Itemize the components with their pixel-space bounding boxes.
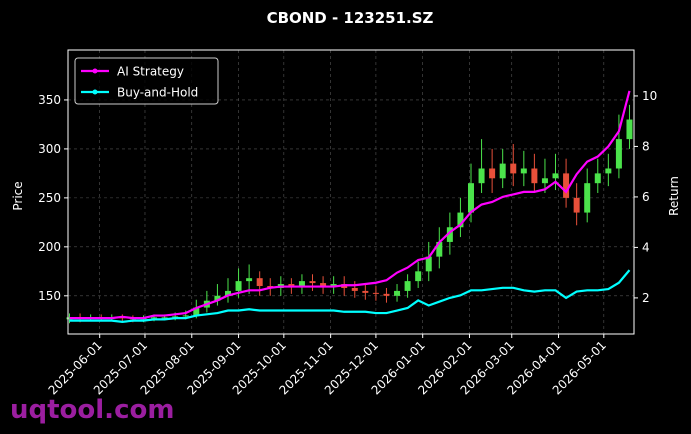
candle-body [288,284,295,287]
candle-body [351,287,358,291]
candle-body [415,271,422,282]
y2-tick-label: 10 [642,89,657,103]
candle-body [362,290,369,293]
plot-frame [67,49,635,335]
chart-title: CBOND - 123251.SZ [267,9,434,27]
candle-body [172,316,179,318]
candle-body [193,307,200,316]
candle-body [594,173,601,184]
candle-body [489,168,496,179]
candle-body [573,197,580,213]
y2-tick-label: 6 [642,190,650,204]
candle-body [615,139,622,169]
legend-marker [92,68,98,74]
candle-body [605,168,612,174]
candle-body [394,290,401,296]
candle-body [235,281,242,291]
legend-label: AI Strategy [117,65,184,79]
candle-body [531,168,538,184]
candle-body [298,281,305,287]
candle-body [256,278,263,287]
candle-body [372,292,379,294]
y-tick-label: 300 [38,142,61,156]
candle-body [510,163,517,174]
watermark: uqtool.com [10,395,174,425]
y-tick-label: 200 [38,240,61,254]
candle-body [425,256,432,272]
line-series [69,269,631,323]
candle-body [404,281,411,291]
candle-body [626,119,633,140]
candle-body [457,212,464,228]
y-axis-label: Price [11,181,25,210]
y2-tick-label: 4 [642,240,650,254]
candle-body [478,168,485,184]
candle-body [584,183,591,213]
candle-body [309,281,316,284]
legend-box [74,57,219,105]
candle-body [182,315,189,317]
candle-body [446,227,453,242]
y-tick-label: 250 [38,191,61,205]
legend-label: Buy-and-Hold [117,86,198,100]
candle-body [563,173,570,198]
candle-body [499,163,506,179]
candle-body [330,284,337,287]
y-tick-label: 150 [38,289,61,303]
candle-body [246,278,253,282]
candle-body [161,317,168,319]
candle-body [151,317,158,319]
candle-body [224,290,231,296]
y2-tick-label: 8 [642,139,650,153]
y2-tick-label: 2 [642,291,650,305]
y-tick-label: 350 [38,93,61,107]
y2-axis-label: Return [667,176,681,216]
candle-body [541,178,548,184]
candle-body [520,168,527,174]
candle-body [320,283,327,287]
candle-body [214,295,221,301]
candle-body [383,293,390,296]
candle-body [436,241,443,257]
candle-body [552,173,559,179]
line-series [69,90,631,320]
candle-body [467,183,474,213]
legend-marker [92,89,98,95]
